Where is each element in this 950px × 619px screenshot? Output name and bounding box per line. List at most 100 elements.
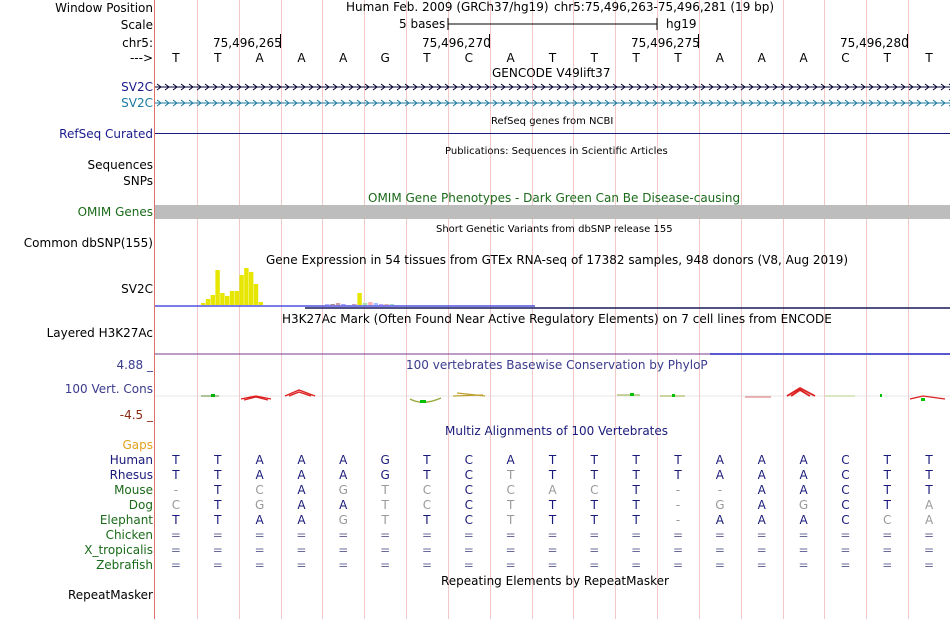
alignment-base: = <box>212 528 223 542</box>
alignment-base: G <box>715 498 725 512</box>
alignment-base: - <box>717 483 723 497</box>
tracks-panel[interactable]: Human Feb. 2009 (GRCh37/hg19) chr5:75,49… <box>155 0 950 619</box>
alignment-base: T <box>883 498 891 512</box>
dna-base: C <box>464 51 473 65</box>
track-label-snps[interactable]: SNPs <box>123 174 153 188</box>
alignment-base: = <box>463 543 474 557</box>
alignment-base: = <box>338 528 349 542</box>
gtex-bar <box>234 291 239 305</box>
gencode-gene-models[interactable] <box>155 80 950 110</box>
gtex-bar <box>205 299 211 305</box>
species-label[interactable]: Rhesus <box>109 468 153 482</box>
multiz-title: Multiz Alignments of 100 Vertebrates <box>445 424 669 438</box>
position-tick-mark <box>280 34 281 48</box>
alignment-base: T <box>548 498 557 512</box>
alignment-base: T <box>506 513 515 527</box>
dna-base: A <box>799 51 808 65</box>
alignment-base: = <box>798 528 809 542</box>
track-label-sv2c-gencode-2[interactable]: SV2C <box>121 96 153 110</box>
gtex-bar-chart[interactable] <box>155 266 950 310</box>
alignment-base: A <box>924 513 934 527</box>
gtex-bar <box>362 303 368 305</box>
alignment-base: A <box>799 483 808 497</box>
refseq-gene-line[interactable] <box>155 133 950 134</box>
track-label-refseq[interactable]: RefSeq Curated <box>59 127 153 141</box>
dna-base: T <box>423 51 431 65</box>
track-label-phylop[interactable]: 100 Vert. Cons <box>64 382 153 396</box>
alignment-base: = <box>254 558 265 572</box>
phylop-wiggle[interactable] <box>155 372 950 422</box>
gtex-bar <box>368 302 373 305</box>
species-label[interactable]: Human <box>109 453 153 467</box>
track-label-sequences[interactable]: Sequences <box>87 158 153 172</box>
scale-db: hg19 <box>666 17 697 31</box>
alignment-base: G <box>338 513 348 527</box>
alignment-base: = <box>296 558 307 572</box>
omim-gene-bar[interactable] <box>155 205 950 219</box>
alignment-base: T <box>423 513 431 527</box>
alignment-base: T <box>925 468 933 482</box>
track-label-h3k27ac[interactable]: Layered H3K27Ac <box>46 326 153 340</box>
dna-base: T <box>214 51 222 65</box>
track-label-repeatmasker[interactable]: RepeatMasker <box>67 588 153 602</box>
alignment-base: = <box>170 543 181 557</box>
track-label-gtex[interactable]: SV2C <box>121 282 153 296</box>
alignment-base: C <box>422 498 432 512</box>
track-label-omim[interactable]: OMIM Genes <box>77 205 153 219</box>
alignment-base: = <box>505 528 516 542</box>
track-label-gaps[interactable]: Gaps <box>122 438 153 452</box>
species-label[interactable]: Elephant <box>99 513 153 527</box>
alignment-base: T <box>590 498 598 512</box>
alignment-base: = <box>798 558 809 572</box>
alignment-base: A <box>506 453 515 467</box>
dna-base: T <box>172 51 180 65</box>
alignment-base: = <box>380 543 391 557</box>
species-label[interactable]: X_tropicalis <box>84 543 153 557</box>
dna-base: A <box>339 51 348 65</box>
alignment-base: C <box>464 498 473 512</box>
gtex-bar <box>258 302 263 305</box>
position-tick-mark <box>907 34 908 48</box>
alignment-base: T <box>632 513 640 527</box>
track-label-sv2c-gencode[interactable]: SV2C <box>121 80 153 94</box>
alignment-base: T <box>883 483 891 497</box>
scale-bar <box>447 18 658 30</box>
alignment-base: T <box>590 468 598 482</box>
alignment-base: = <box>338 558 349 572</box>
gtex-bar <box>357 293 362 305</box>
h3k27ac-signal[interactable] <box>155 340 950 360</box>
alignment-base: A <box>799 453 808 467</box>
alignment-base: = <box>547 558 558 572</box>
species-label[interactable]: Mouse <box>114 483 153 497</box>
dna-base: A <box>757 51 766 65</box>
alignment-base: C <box>464 453 473 467</box>
label-chrom: chr5: <box>122 36 153 50</box>
alignment-base: = <box>882 528 893 542</box>
species-label[interactable]: Zebrafish <box>96 558 153 572</box>
alignment-base: T <box>214 468 222 482</box>
gtex-bar <box>210 295 215 305</box>
alignment-base: C <box>464 483 473 497</box>
alignment-base: A <box>799 513 808 527</box>
species-label[interactable]: Dog <box>128 498 153 512</box>
species-label[interactable]: Chicken <box>105 528 153 542</box>
alignment-base: C <box>883 513 892 527</box>
alignment-base: T <box>423 468 431 482</box>
alignment-base: = <box>296 543 307 557</box>
alignment-base: = <box>631 543 642 557</box>
alignment-base: T <box>883 468 891 482</box>
position-tick-mark <box>489 34 490 48</box>
alignment-base: T <box>632 483 640 497</box>
alignment-base: A <box>757 453 766 467</box>
dna-base: C <box>841 51 850 65</box>
track-label-dbsnp[interactable]: Common dbSNP(155) <box>23 236 153 250</box>
dna-base: T <box>674 51 682 65</box>
alignment-base: = <box>631 558 642 572</box>
alignment-base: - <box>675 483 681 497</box>
alignment-base: = <box>380 528 391 542</box>
alignment-base: C <box>841 453 850 467</box>
gtex-bar <box>330 304 335 305</box>
alignment-base: T <box>506 468 515 482</box>
dna-base: A <box>715 51 724 65</box>
alignment-base: T <box>214 498 222 512</box>
